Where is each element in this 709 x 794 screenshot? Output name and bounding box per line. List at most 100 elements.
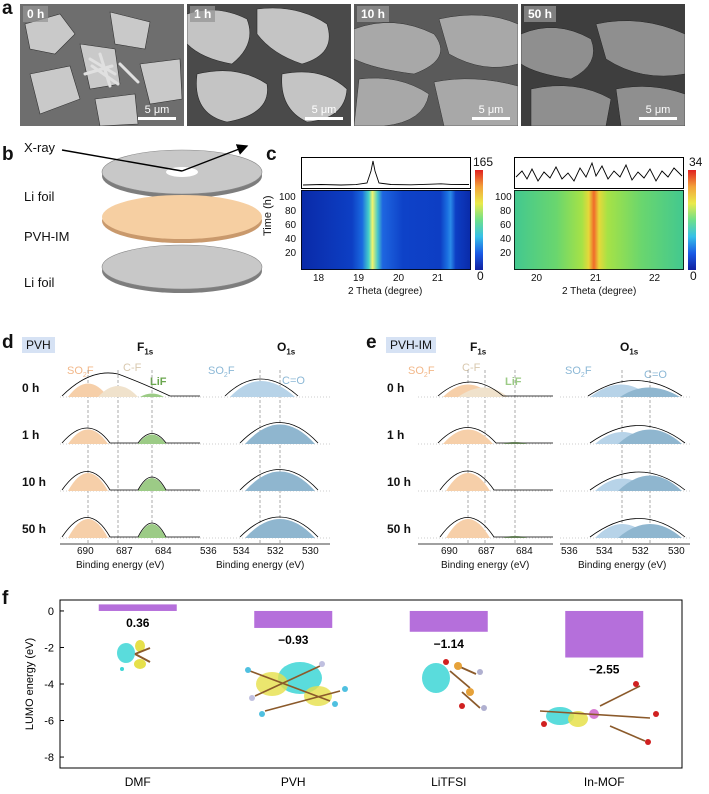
- sem-texture: [521, 4, 685, 126]
- e-f-so2f: SO2F: [408, 365, 435, 380]
- d-f-xtick-687: 687: [116, 546, 133, 557]
- lumo-chart: LUMO energy (eV) 0 -2 -4 -6 -8 0.36 −0.93 −1.1…: [24, 599, 683, 789]
- d-o-xtick-530: 530: [302, 546, 319, 557]
- c-right-ytick-60: 60: [500, 220, 512, 231]
- layer-label-li-top: Li foil: [24, 189, 55, 204]
- e-o-xlabel: Binding energy (eV): [578, 560, 667, 571]
- d-f-xlabel: Binding energy (eV): [76, 560, 165, 571]
- d-row-0h: 0 h: [22, 381, 40, 395]
- c-ylabel: Time (h): [262, 195, 274, 236]
- sem-time-tag: 10 h: [357, 6, 390, 22]
- d-o-co: C=O: [282, 375, 305, 387]
- e-o-xtick-530: 530: [668, 546, 685, 557]
- scale-bar-label: 5 μm: [478, 104, 504, 116]
- e-f-xtick-690: 690: [441, 546, 458, 557]
- layer-label-li-bottom: Li foil: [24, 275, 55, 290]
- d-o-xlabel: Binding energy (eV): [216, 560, 305, 571]
- d-f-xtick-684: 684: [155, 546, 172, 557]
- y-tick-label: 0: [48, 606, 54, 618]
- bar-litfsi: [409, 610, 488, 632]
- c-right-ytick-80: 80: [500, 206, 512, 217]
- pvh-im-layer: [102, 195, 262, 239]
- scale-bar: 5 μm: [138, 104, 176, 120]
- in-mof-molecule: [539, 681, 659, 745]
- panel-a-label: a: [2, 0, 13, 19]
- c-left-ytick-80: 80: [285, 206, 297, 217]
- c-right-xlabel: 2 Theta (degree): [562, 286, 637, 297]
- sem-image-50h: 50 h 5 μm: [521, 4, 685, 126]
- bar-value-label: −2.55: [589, 663, 620, 677]
- d-f-so2f: SO2F: [67, 365, 94, 380]
- e-o-xtick-532: 532: [632, 546, 649, 557]
- e-row-0h: 0 h: [387, 381, 405, 395]
- c-right-xtick-22: 22: [649, 273, 661, 284]
- panel-e-tag: PVH-IM: [386, 337, 436, 353]
- sem-time-tag: 50 h: [524, 6, 557, 22]
- scale-bar: 5 μm: [639, 104, 677, 120]
- e-f1s-plot: [418, 370, 553, 545]
- d-o1s-title: O1s: [277, 340, 296, 357]
- panel-b-label: b: [2, 144, 14, 165]
- sem-image-1h: 1 h 5 μm: [187, 4, 351, 126]
- y-tick-label: -8: [44, 752, 54, 764]
- y-tick-label: -4: [44, 679, 54, 691]
- bar-value-label: −0.93: [278, 633, 309, 647]
- panel-d-label: d: [2, 332, 14, 353]
- sem-time-tag: 1 h: [190, 6, 216, 22]
- layer-label-pvh-im: PVH-IM: [24, 229, 70, 244]
- d-o-xtick-534: 534: [233, 546, 250, 557]
- panel-d-tag: PVH: [22, 337, 55, 353]
- y-tick-label: -2: [44, 642, 54, 654]
- xrd-right-axes: [514, 190, 684, 270]
- bar-value-label: 0.36: [126, 616, 150, 630]
- scale-bar-label: 5 μm: [311, 104, 337, 116]
- e-f-xtick-687: 687: [478, 546, 495, 557]
- sem-time-tag: 0 h: [23, 6, 49, 22]
- category-label: In-MOF: [584, 775, 625, 789]
- d-f-xtick-690: 690: [77, 546, 94, 557]
- d-o1s-plot: [200, 370, 330, 545]
- cbar-left-max: 165: [473, 155, 494, 169]
- c-right-ytick-40: 40: [500, 234, 512, 245]
- e-row-10h: 10 h: [387, 475, 412, 489]
- xrd-left-heatmap: [301, 190, 471, 270]
- c-right-xtick-21: 21: [590, 273, 602, 284]
- sem-image-10h: 10 h 5 μm: [354, 4, 518, 126]
- e-o-so2f: SO2F: [565, 365, 592, 380]
- d-o-so2f: SO2F: [208, 365, 235, 380]
- d-row-10h: 10 h: [22, 475, 47, 489]
- d-f1s-title: F1s: [137, 340, 154, 357]
- bar-in-mof: [565, 610, 644, 658]
- li-foil-bottom: [101, 244, 263, 290]
- scale-bar: 5 μm: [472, 104, 510, 120]
- c-right-ytick-20: 20: [500, 248, 512, 259]
- panel-f-label: f: [2, 588, 9, 609]
- xrd-left-pattern-box: [301, 157, 471, 189]
- category-label: PVH: [281, 775, 306, 789]
- panel-e-label: e: [366, 332, 377, 353]
- e-o-xtick-536: 536: [561, 546, 578, 557]
- cell-schematic: [101, 149, 263, 293]
- c-right-ytick-100: 100: [495, 192, 512, 203]
- xrd-right-pattern-box: [514, 157, 684, 189]
- category-label: DMF: [125, 775, 151, 789]
- e-row-1h: 1 h: [387, 428, 405, 442]
- cbar-left: [475, 170, 483, 270]
- c-left-ytick-60: 60: [285, 220, 297, 231]
- e-f-xlabel: Binding energy (eV): [441, 560, 530, 571]
- xrd-right-pattern: [515, 161, 683, 182]
- c-left-ytick-20: 20: [285, 248, 297, 259]
- c-left-xtick-18: 18: [313, 273, 325, 284]
- xrd-left-axes: [301, 190, 471, 270]
- d-o-xtick-536: 536: [200, 546, 217, 557]
- d-f-cf: C-F: [123, 362, 142, 374]
- pvh-molecule: [245, 661, 348, 717]
- xray-label: X-ray: [24, 140, 56, 155]
- d-row-1h: 1 h: [22, 428, 40, 442]
- e-o1s-title: O1s: [620, 340, 639, 357]
- c-left-xtick-20: 20: [393, 273, 405, 284]
- xrd-right-heatmap: [514, 190, 684, 270]
- sem-image-0h: 0 h 5 μm: [20, 4, 184, 126]
- e-o-xtick-534: 534: [596, 546, 613, 557]
- cbar-right-min: 0: [690, 269, 697, 283]
